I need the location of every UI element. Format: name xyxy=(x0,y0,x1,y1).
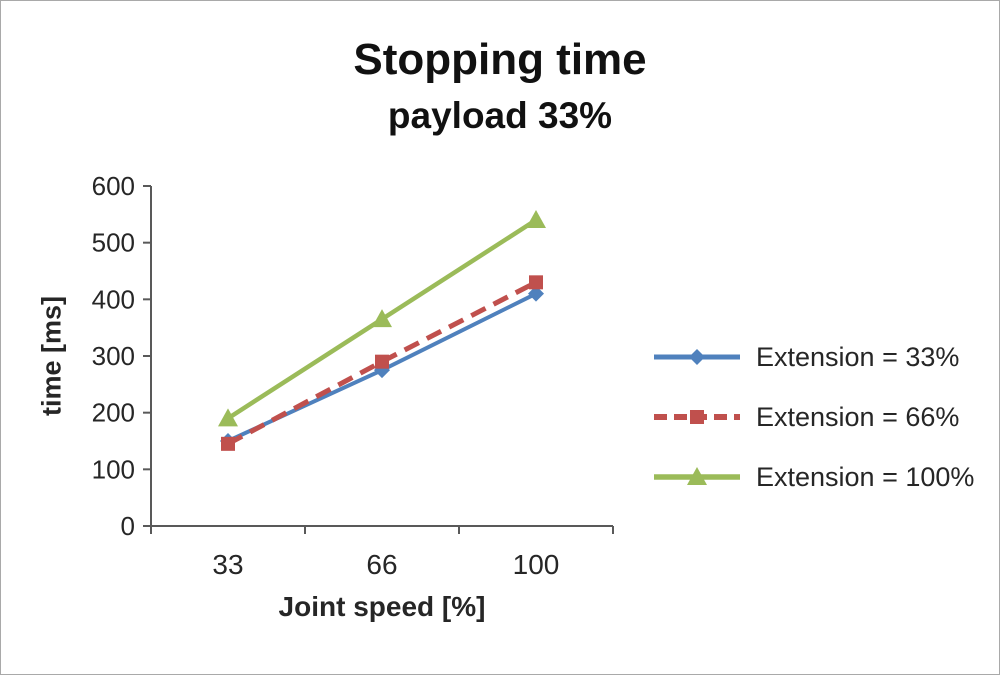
triangle-marker xyxy=(218,408,238,427)
y-tick-label: 0 xyxy=(121,511,135,541)
y-axis-title: time [ms] xyxy=(36,295,67,417)
legend-sample-line-icon xyxy=(654,349,740,365)
x-tick-label: 66 xyxy=(366,549,397,580)
legend-label: Extension = 100% xyxy=(756,461,975,492)
legend: Extension = 33% Extension = 66% Extensio… xyxy=(651,327,974,507)
triangle-marker xyxy=(687,467,707,485)
x-tick-label: 33 xyxy=(212,549,243,580)
y-tick-label: 600 xyxy=(92,171,135,201)
series-line xyxy=(226,280,538,447)
y-tick-label: 400 xyxy=(92,284,135,314)
series-1 xyxy=(221,275,543,451)
square-marker xyxy=(221,436,235,451)
y-tick-label: 300 xyxy=(92,341,135,371)
legend-label: Extension = 33% xyxy=(756,341,960,372)
diamond-marker xyxy=(689,349,705,365)
y-tick-label: 200 xyxy=(92,398,135,428)
square-marker xyxy=(529,275,543,290)
legend-item: Extension = 33% xyxy=(651,327,974,387)
legend-item: Extension = 66% xyxy=(651,387,974,447)
legend-label: Extension = 66% xyxy=(756,401,960,432)
triangle-marker xyxy=(526,210,546,228)
chart-title: Stopping time xyxy=(353,35,647,84)
square-marker xyxy=(375,354,389,369)
legend-sample-line-icon xyxy=(654,410,740,424)
chart-subtitle: payload 33% xyxy=(387,95,613,136)
y-tick-label: 100 xyxy=(92,454,135,484)
square-marker xyxy=(690,410,704,424)
x-axis-title: Joint speed [%] xyxy=(278,591,486,622)
legend-sample-line-icon xyxy=(654,467,740,485)
x-tick-label: 100 xyxy=(513,549,560,580)
series-2 xyxy=(218,210,546,427)
triangle-marker xyxy=(372,309,392,328)
legend-item: Extension = 100% xyxy=(651,447,974,507)
y-tick-label: 500 xyxy=(92,228,135,258)
diamond-marker xyxy=(528,285,544,302)
